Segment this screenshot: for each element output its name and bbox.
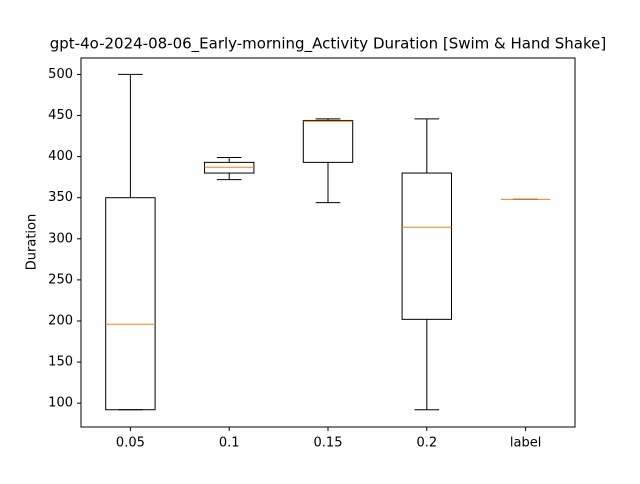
y-tick-label: 450 [48, 108, 73, 123]
y-tick-label: 300 [48, 231, 73, 246]
box [302, 119, 354, 163]
x-tick-label: label [510, 436, 541, 451]
box [401, 172, 453, 320]
chart-title: gpt-4o-2024-08-06_Early-morning_Activity… [50, 35, 607, 54]
y-tick-label: 350 [48, 190, 73, 205]
plot-frame [80, 57, 576, 428]
y-tick-label: 200 [48, 313, 73, 328]
y-axis-label: Duration [25, 214, 40, 270]
y-tick-label: 250 [48, 272, 73, 287]
x-tick-label: 0.1 [219, 436, 240, 451]
x-tick-label: 0.05 [116, 436, 145, 451]
x-tick-label: 0.2 [416, 436, 437, 451]
y-tick-label: 500 [48, 67, 73, 82]
y-tick-label: 400 [48, 149, 73, 164]
y-tick-label: 100 [48, 396, 73, 411]
box [105, 197, 156, 411]
y-tick-label: 150 [48, 355, 73, 370]
x-tick-label: 0.15 [314, 436, 343, 451]
